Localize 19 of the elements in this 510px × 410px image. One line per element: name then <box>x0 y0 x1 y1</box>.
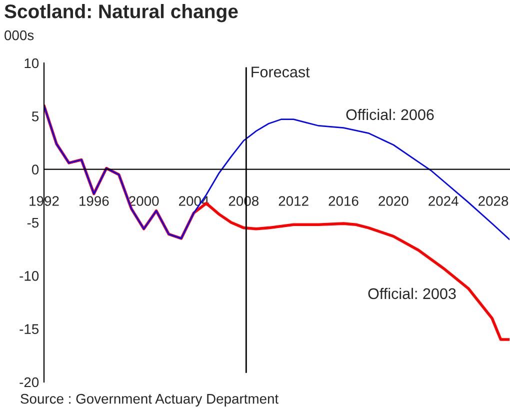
x-tick-label: 1996 <box>80 196 109 206</box>
y-tick-label: -15 <box>20 324 39 334</box>
y-tick-label: 0 <box>32 164 39 175</box>
x-tick-label: 2012 <box>278 196 308 206</box>
annotation: Official: 2006 <box>346 108 434 120</box>
chart-title: Scotland: Natural change <box>4 4 238 22</box>
annotation: Official: 2003 <box>368 288 456 300</box>
x-tick-label: 2016 <box>328 196 358 206</box>
y-tick-label: -5 <box>27 218 39 228</box>
y-tick-label: -10 <box>20 271 39 281</box>
source-note: Source : Government Actuary Department <box>20 394 279 406</box>
x-tick-label: 2028 <box>478 196 508 206</box>
y-tick-label: -20 <box>20 377 39 388</box>
y-tick-label: 10 <box>24 58 39 68</box>
x-tick-label: 2020 <box>378 196 408 206</box>
y-tick-label: 5 <box>32 112 39 122</box>
ref-line-label: Forecast <box>252 66 310 78</box>
x-tick-label: 2024 <box>428 196 458 206</box>
y-axis-title: 000s <box>4 30 34 40</box>
